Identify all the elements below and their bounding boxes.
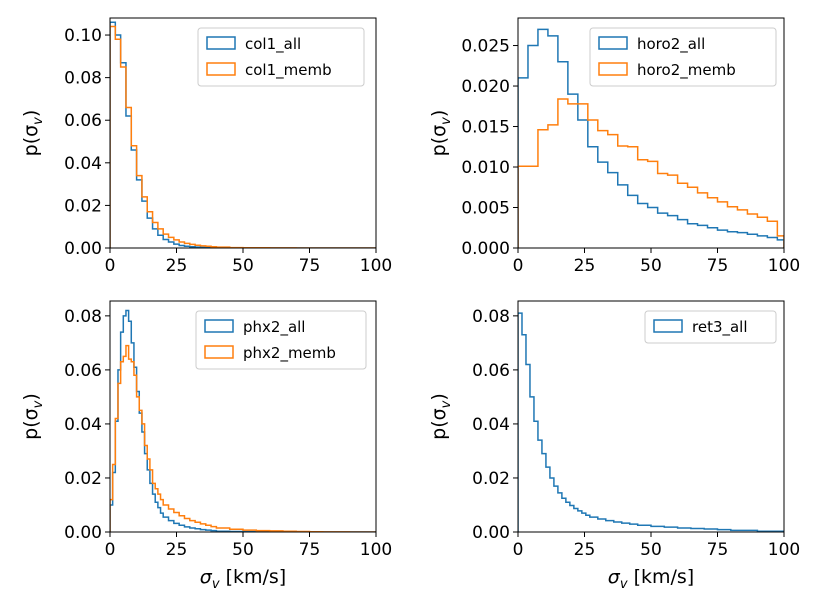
legend-box	[644, 310, 777, 344]
y-tick-label: 0.000	[461, 239, 510, 259]
x-tick-label: 100	[768, 540, 800, 560]
x-tick-label: 0	[513, 540, 524, 560]
x-axis-label: σv [km/s]	[200, 566, 286, 592]
x-tick-label: 50	[232, 256, 254, 276]
panel-phx2: 0 25 50 75 100 0.00 0.02 0.04 0.06 0.08 p(σv) σv [k…	[20, 300, 392, 592]
y-tick-label: 0.04	[64, 154, 102, 174]
legend: horo2_all horo2_memb	[589, 27, 777, 87]
x-tick-label: 0	[105, 540, 116, 560]
legend-label: col1_all	[245, 35, 301, 54]
panel-horo2: 0 25 50 75 100 0.000 0.005 0.010 0.015 0.020 0.025…	[428, 17, 800, 276]
x-tick-label: 0	[513, 256, 524, 276]
y-tick-label: 0.06	[64, 361, 102, 381]
histogram-phx2_memb	[110, 344, 376, 532]
panel-ret3: 0 25 50 75 100 0.00 0.02 0.04 0.06 0.08 p(σv) σv [k…	[428, 300, 800, 592]
x-tick-label: 25	[574, 256, 596, 276]
x-tick-label: 100	[360, 540, 392, 560]
legend-label: ret3_all	[692, 318, 748, 337]
legend-swatch	[206, 62, 236, 76]
y-tick-label: 0.04	[472, 415, 510, 435]
y-tick-label: 0.08	[64, 307, 102, 327]
y-tick-label: 0.00	[64, 523, 102, 543]
x-tick-label: 25	[166, 540, 188, 560]
x-axis-label: σv [km/s]	[608, 566, 694, 592]
x-tick-label: 100	[768, 256, 800, 276]
y-tick-label: 0.02	[472, 469, 510, 489]
y-tick-label: 0.00	[472, 523, 510, 543]
legend-label: phx2_all	[243, 318, 305, 337]
legend-swatch	[653, 319, 683, 333]
x-tick-label: 75	[299, 256, 321, 276]
y-tick-label: 0.00	[64, 239, 102, 259]
x-tick-label: 75	[299, 540, 321, 560]
legend-swatch	[598, 62, 628, 76]
y-tick-label: 0.025	[461, 37, 510, 57]
panel-col1: 0 25 50 75 100 0.00 0.02 0.04 0.06 0.08 0.10 p(σv) c…	[20, 17, 392, 276]
x-tick-label: 100	[360, 256, 392, 276]
x-tick-label: 75	[707, 256, 729, 276]
x-tick-label: 0	[105, 256, 116, 276]
legend: col1_all col1_memb	[197, 27, 365, 87]
y-tick-label: 0.08	[472, 307, 510, 327]
legend-swatch	[204, 319, 234, 333]
legend-swatch	[598, 36, 628, 50]
x-tick-label: 50	[640, 540, 662, 560]
y-tick-label: 0.015	[461, 118, 510, 138]
y-tick-label: 0.020	[461, 77, 510, 97]
y-tick-label: 0.02	[64, 196, 102, 216]
legend-label: horo2_all	[637, 35, 705, 54]
y-tick-label: 0.005	[461, 199, 510, 219]
y-axis-label: p(σv)	[20, 110, 46, 157]
legend-label: col1_memb	[245, 61, 332, 80]
legend: ret3_all	[644, 310, 777, 344]
y-tick-label: 0.010	[461, 158, 510, 178]
y-tick-label: 0.10	[64, 26, 102, 46]
y-tick-label: 0.06	[64, 111, 102, 131]
x-tick-label: 50	[232, 540, 254, 560]
y-tick-label: 0.08	[64, 69, 102, 89]
legend-label: phx2_memb	[243, 344, 336, 363]
histogram-horo2_memb	[518, 98, 784, 248]
x-tick-label: 25	[574, 540, 596, 560]
legend-swatch	[206, 36, 236, 50]
legend-swatch	[204, 345, 234, 359]
y-tick-label: 0.02	[64, 469, 102, 489]
x-tick-label: 25	[166, 256, 188, 276]
legend-box	[589, 27, 777, 87]
histogram-ret3_all	[518, 312, 784, 532]
y-axis-label: p(σv)	[428, 393, 454, 440]
legend-box	[197, 27, 365, 87]
y-axis-label: p(σv)	[428, 110, 454, 157]
y-tick-label: 0.04	[64, 415, 102, 435]
y-tick-label: 0.06	[472, 361, 510, 381]
y-axis-label: p(σv)	[20, 393, 46, 440]
x-tick-label: 75	[707, 540, 729, 560]
legend-label: horo2_memb	[637, 61, 736, 80]
histogram-horo2_all	[518, 28, 784, 248]
legend-box	[195, 310, 367, 370]
x-tick-label: 50	[640, 256, 662, 276]
legend: phx2_all phx2_memb	[195, 310, 367, 370]
